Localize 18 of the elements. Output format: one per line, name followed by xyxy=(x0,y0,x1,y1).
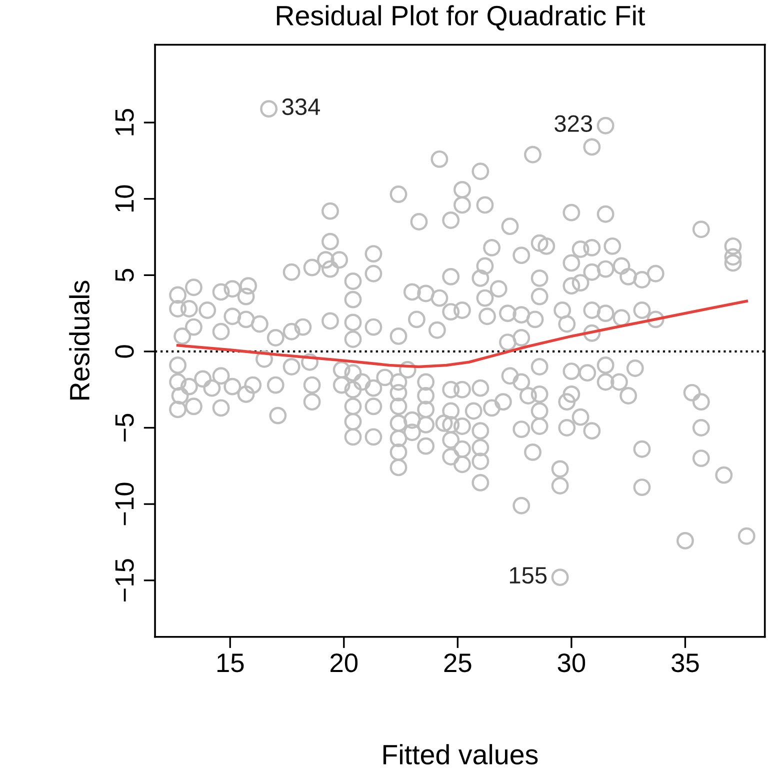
chart-title: Residual Plot for Quadratic Fit xyxy=(276,5,646,31)
y-tick-label: 5 xyxy=(115,268,134,282)
y-tick-label: 0 xyxy=(115,345,134,358)
x-tick-label: 15 xyxy=(217,654,244,672)
y-tick-label: −10 xyxy=(115,482,134,526)
y-tick-label: −5 xyxy=(115,414,134,442)
x-tick-label: 30 xyxy=(558,654,586,672)
annotation: 323 xyxy=(554,115,592,132)
annotation: 334 xyxy=(282,98,320,116)
annotation: 155 xyxy=(510,567,547,584)
y-tick-label: −15 xyxy=(115,559,134,602)
y-axis-title: Residuals xyxy=(69,280,90,400)
x-axis-title: Fitted values xyxy=(383,744,538,764)
x-tick-label: 25 xyxy=(444,654,472,672)
y-tick-label: 10 xyxy=(115,185,134,212)
x-tick-label: 20 xyxy=(330,654,358,672)
y-tick-label: 15 xyxy=(115,108,134,136)
x-tick-label: 35 xyxy=(672,654,699,672)
